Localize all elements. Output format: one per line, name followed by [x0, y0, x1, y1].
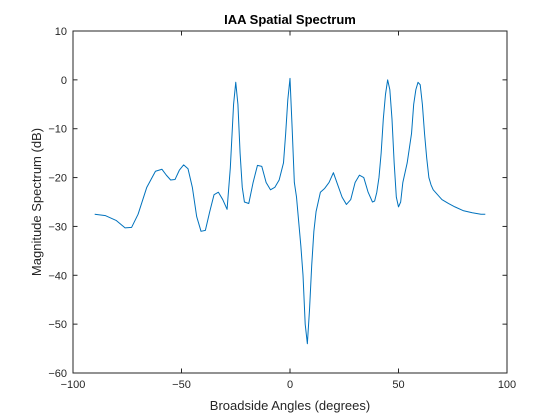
chart-title: IAA Spatial Spectrum: [224, 12, 356, 27]
y-axis-label: Magnitude Spectrum (dB): [29, 128, 44, 276]
y-tick-label: −10: [48, 124, 67, 136]
x-axis-label: Broadside Angles (degrees): [210, 398, 370, 413]
spectrum-line: [94, 77, 486, 345]
axis-ticks: [72, 30, 508, 374]
x-tick-label: −50: [172, 379, 191, 391]
x-tick-label: 50: [392, 379, 404, 391]
y-tick-label: −20: [48, 173, 67, 185]
y-tick-label: −40: [48, 270, 67, 282]
y-tick-label: 0: [61, 75, 67, 87]
y-tick-label: −50: [48, 319, 67, 331]
y-tick-label: −60: [48, 368, 67, 380]
x-tick-label: −100: [61, 379, 86, 391]
y-tick-label: −30: [48, 221, 67, 233]
x-tick-label: 0: [287, 379, 293, 391]
x-tick-label: 100: [498, 379, 516, 391]
y-tick-label: 10: [55, 26, 67, 38]
